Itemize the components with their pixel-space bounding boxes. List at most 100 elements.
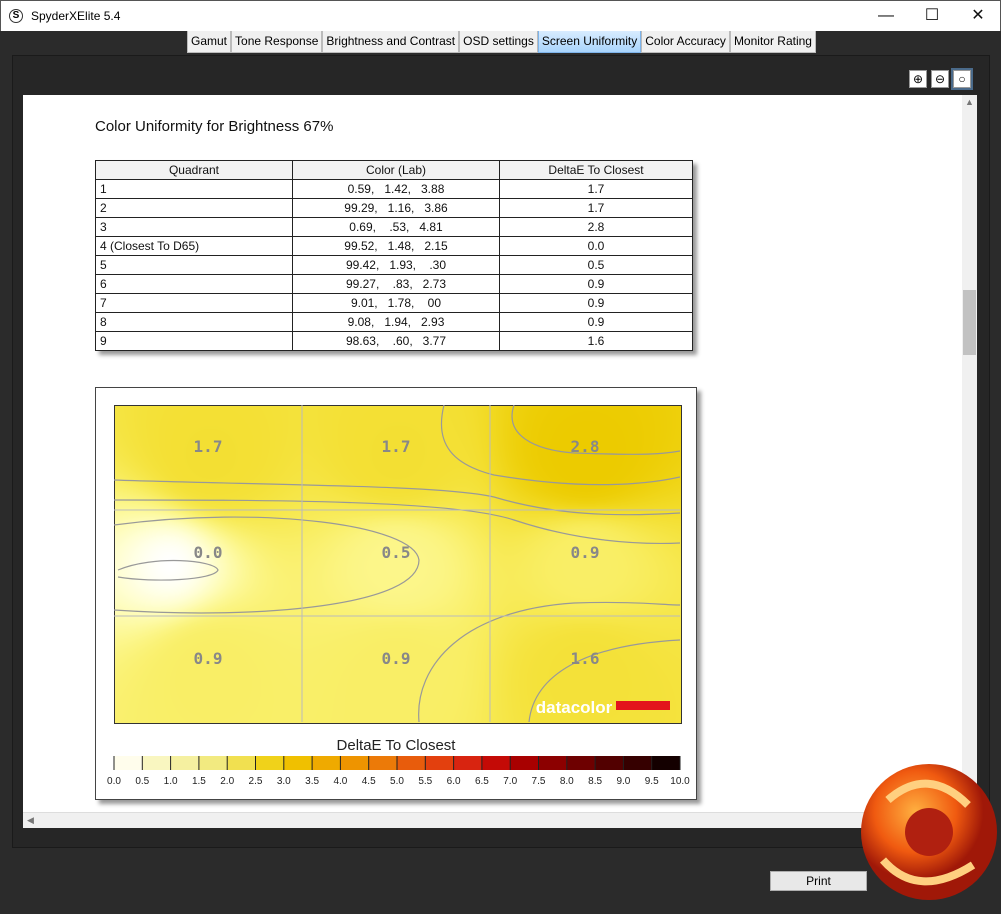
zoom-out-icon[interactable]: ⊖	[931, 70, 949, 88]
zoom-in-icon[interactable]: ⊕	[909, 70, 927, 88]
lab-cell: 99.52, 1.48, 2.15	[292, 236, 500, 256]
colorbar-segment	[623, 756, 653, 770]
scroll-up-icon[interactable]: ▲	[965, 97, 974, 107]
colorbar-tick-label: 9.5	[645, 776, 659, 787]
contour-line	[440, 405, 680, 486]
lab-cell: 99.42, 1.93, .30	[292, 255, 500, 275]
contour-line	[511, 405, 680, 455]
heatmap-overlay: 1.7 1.7 2.8 0.0 0.5 0.9 0.9 0.9 1.6 datacolor	[114, 405, 680, 722]
colorbar-tick-label: 1.5	[192, 776, 206, 787]
colorbar-segment	[481, 756, 511, 770]
app-icon: S	[9, 9, 23, 23]
uniformity-table: Quadrant Color (Lab) DeltaE To Closest 1 0.…	[95, 160, 693, 351]
column-header: Quadrant	[95, 160, 293, 180]
colorbar-tick-label: 5.5	[418, 776, 432, 787]
table-row: 6 99.27, .83, 2.73 0.9	[95, 274, 693, 294]
tab-monitor-rating[interactable]: Monitor Rating	[729, 31, 816, 53]
grid-lines	[114, 405, 680, 722]
zoom-toolbar: ⊕ ⊖ ○	[909, 68, 973, 90]
lab-cell: 0.69, .53, 4.81	[292, 217, 500, 237]
table-row: 4 (Closest To D65) 99.52, 1.48, 2.15 0.0	[95, 236, 693, 256]
table-row: 7 9.01, 1.78, 00 0.9	[95, 293, 693, 313]
horizontal-scrollbar[interactable]: ◀	[23, 812, 962, 828]
table-row: 9 98.63, .60, 3.77 1.6	[95, 331, 693, 351]
colorbar-segment	[340, 756, 370, 770]
tab-color-accuracy[interactable]: Color Accuracy	[641, 31, 730, 53]
watermark-logo	[861, 764, 997, 900]
contour-line	[114, 516, 420, 614]
column-header: DeltaE To Closest	[499, 160, 693, 180]
colorbar-segment	[255, 756, 285, 770]
scrollbar-thumb[interactable]	[963, 290, 976, 355]
table-row: 8 9.08, 1.94, 2.93 0.9	[95, 312, 693, 332]
lab-cell: 9.01, 1.78, 00	[292, 293, 500, 313]
colorbar-segment	[595, 756, 624, 770]
colorbar-segment	[170, 756, 200, 770]
deltae-cell: 0.9	[499, 274, 693, 294]
tab-tone-response[interactable]: Tone Response	[231, 31, 323, 53]
tab-screen-uniformity[interactable]: Screen Uniformity	[537, 31, 642, 53]
colorbar-tick-label: 0.5	[135, 776, 149, 787]
close-button[interactable]: ✕	[971, 7, 985, 24]
colorbar: 0.0 0.5 1.0 1.5 2.0 2.5 3.0 3.5 4.0 4.5 5.0 5.5 6.0 6…	[107, 756, 690, 787]
tab-brightness-contrast[interactable]: Brightness and Contrast	[322, 31, 460, 53]
deltae-cell: 0.9	[499, 293, 693, 313]
colorbar-segment	[368, 756, 398, 770]
datacolor-watermark: datacolor	[536, 698, 613, 717]
table-row: 2 99.29, 1.16, 3.86 1.7	[95, 198, 693, 218]
tab-osd-settings[interactable]: OSD settings	[459, 31, 538, 53]
table-row: 3 0.69, .53, 4.81 2.8	[95, 217, 693, 237]
colorbar-tick-label: 3.5	[305, 776, 319, 787]
colorbar-title: DeltaE To Closest	[336, 737, 456, 754]
cell-value-label: 1.7	[194, 437, 223, 456]
quadrant-cell: 1	[95, 179, 293, 199]
colorbar-segment	[425, 756, 455, 770]
colorbar-tick-label: 10.0	[670, 776, 690, 787]
vertical-scrollbar[interactable]: ▲	[962, 95, 977, 812]
report-heading: Color Uniformity for Brightness 67%	[95, 118, 334, 135]
colorbar-tick-label: 9.0	[616, 776, 630, 787]
contour-line	[528, 639, 680, 722]
lab-cell: 98.63, .60, 3.77	[292, 331, 500, 351]
colorbar-segment	[283, 756, 313, 770]
table-row: 1 0.59, 1.42, 3.88 1.7	[95, 179, 693, 199]
deltae-cell: 0.9	[499, 312, 693, 332]
colorbar-segment	[142, 756, 172, 770]
colorbar-segment	[651, 756, 681, 770]
colorbar-segment	[198, 756, 228, 770]
contour-line	[114, 499, 680, 545]
deltae-cell: 0.0	[499, 236, 693, 256]
scroll-left-icon[interactable]: ◀	[27, 815, 34, 825]
maximize-button[interactable]: ☐	[924, 7, 940, 24]
lab-cell: 0.59, 1.42, 3.88	[292, 179, 500, 199]
quadrant-cell: 8	[95, 312, 293, 332]
column-header: Color (Lab)	[292, 160, 500, 180]
colorbar-tick-label: 7.5	[532, 776, 546, 787]
colorbar-tick-label: 4.0	[333, 776, 347, 787]
print-button[interactable]: Print	[770, 871, 867, 891]
cell-value-label: 0.0	[194, 543, 223, 562]
contour-line	[418, 601, 680, 722]
colorbar-tick-label: 0.0	[107, 776, 121, 787]
zoom-fit-icon[interactable]: ○	[951, 68, 973, 90]
uniformity-chart: 1.7 1.7 2.8 0.0 0.5 0.9 0.9 0.9 1.6 datacolor De…	[95, 387, 697, 800]
table-row: 5 99.42, 1.93, .30 0.5	[95, 255, 693, 275]
minimize-button[interactable]: —	[878, 7, 894, 24]
cell-value-label: 1.7	[382, 437, 411, 456]
tab-gamut[interactable]: Gamut	[187, 31, 232, 53]
colorbar-tick-label: 6.0	[447, 776, 461, 787]
contour-lines	[114, 405, 680, 722]
contour-line	[117, 559, 219, 581]
quadrant-cell: 2	[95, 198, 293, 218]
cell-value-label: 0.9	[194, 649, 223, 668]
colorbar-tick-label: 1.0	[164, 776, 178, 787]
colorbar-tick-label: 8.5	[588, 776, 602, 787]
colorbar-segment	[227, 756, 256, 770]
colorbar-tick-label: 4.5	[362, 776, 376, 787]
colorbar-segment	[538, 756, 568, 770]
colorbar-segment	[510, 756, 539, 770]
quadrant-cell: 5	[95, 255, 293, 275]
colorbar-tick-label: 6.5	[475, 776, 489, 787]
colorbar-tick-label: 5.0	[390, 776, 404, 787]
lab-cell: 99.27, .83, 2.73	[292, 274, 500, 294]
